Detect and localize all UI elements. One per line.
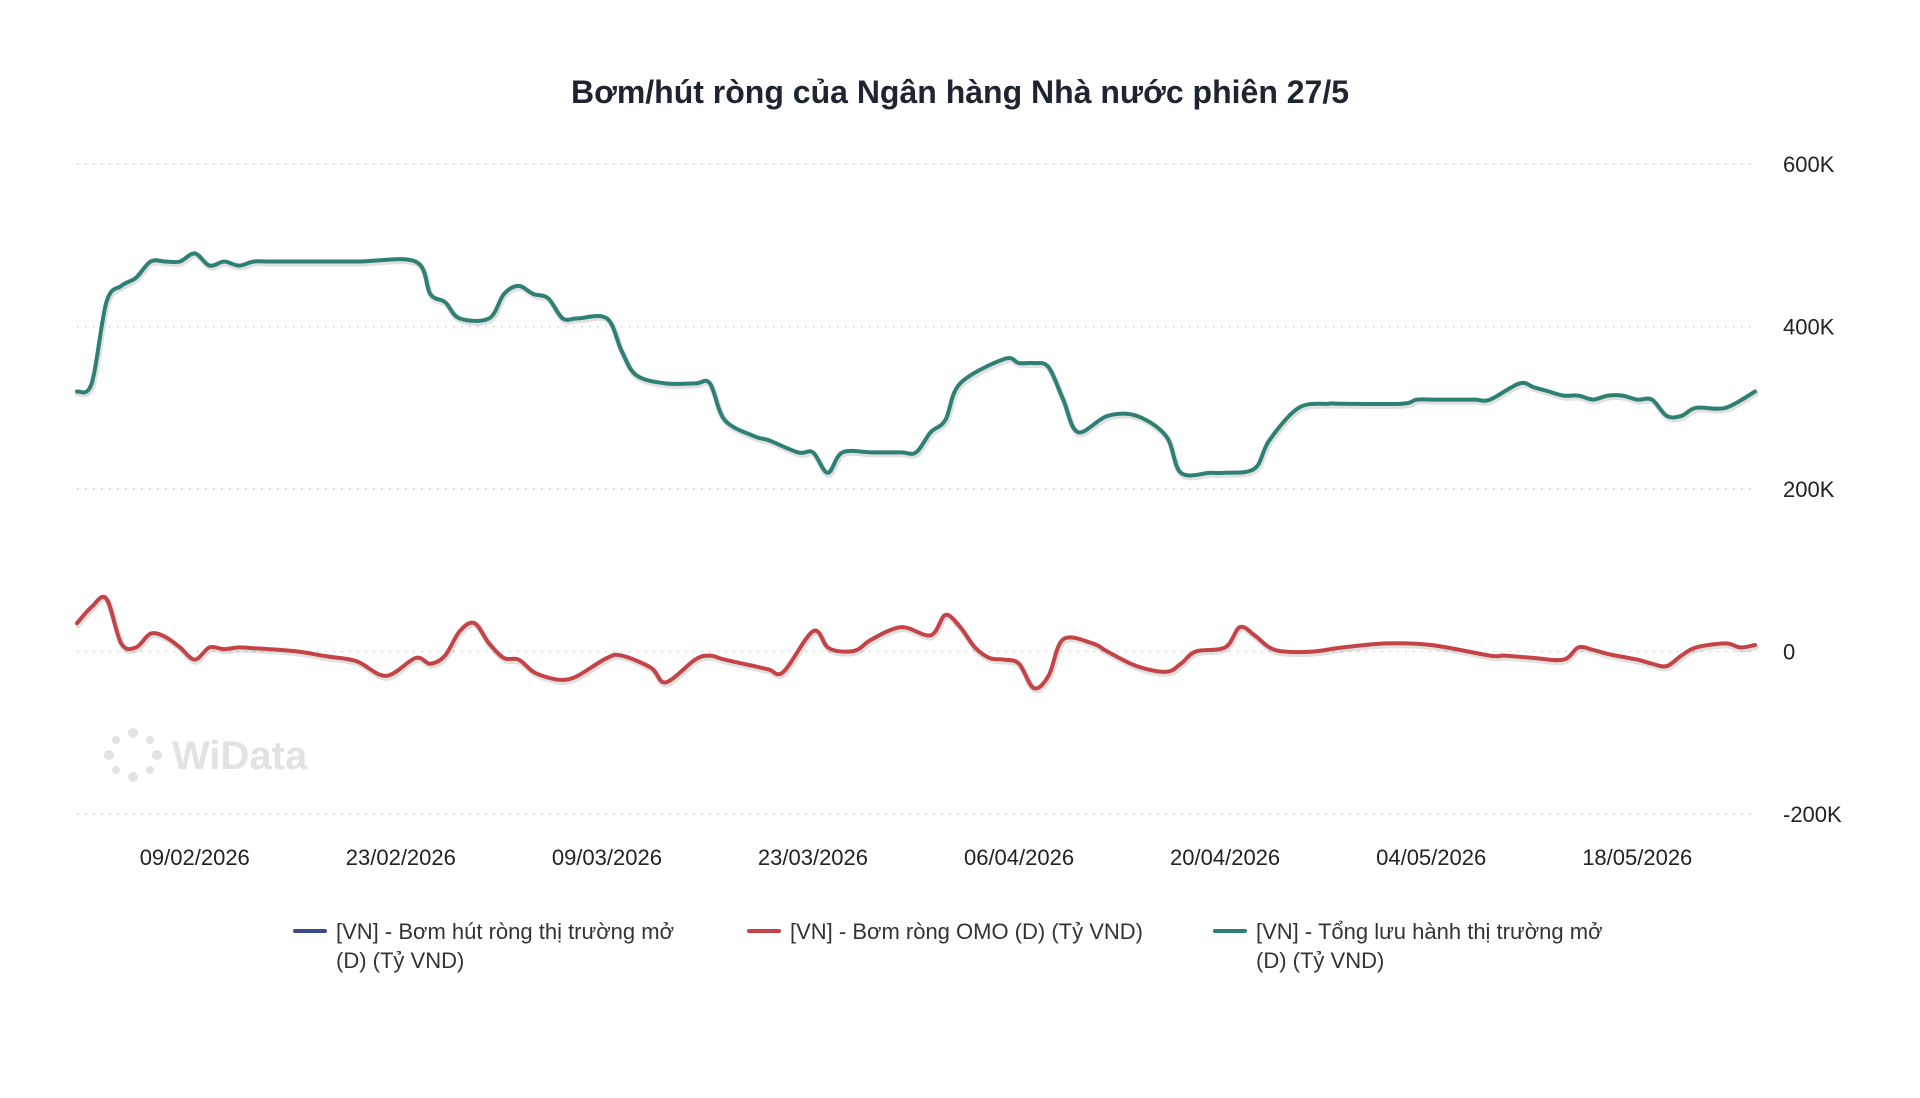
x-axis-labels: 09/02/2026 23/02/2026 09/03/2026 23/03/2026…: [140, 845, 1693, 870]
legend-item-2[interactable]: [VN] - Bơm ròng OMO (D) (Tỷ VND): [747, 919, 1143, 944]
legend-label: [VN] - Tổng lưu hành thị trường mở (D) (T…: [1256, 919, 1603, 973]
y-tick-label: 400K: [1783, 315, 1835, 340]
x-tick-label: 09/02/2026: [140, 845, 250, 870]
legend-item-1[interactable]: [VN] - Bơm hút ròng thị trường mở (D) (Tỷ…: [293, 919, 674, 973]
x-tick-label: 09/03/2026: [552, 845, 662, 870]
y-tick-label: 0: [1783, 640, 1795, 665]
series-line-shadow: [75, 252, 1759, 481]
x-tick-label: 20/04/2026: [1170, 845, 1280, 870]
watermark-dots-icon: [104, 728, 162, 782]
watermark-logo: WiData: [104, 728, 308, 782]
x-tick-label: 23/03/2026: [758, 845, 868, 870]
x-tick-label: 18/05/2026: [1582, 845, 1692, 870]
series-line-3[interactable]: [75, 251, 1757, 478]
series-line-shadow: [75, 595, 1759, 694]
y-tick-label: 600K: [1783, 152, 1835, 177]
legend-label: [VN] - Bơm hút ròng thị trường mở (D) (Tỷ…: [336, 919, 674, 973]
watermark-text: WiData: [172, 734, 308, 778]
legend[interactable]: [VN] - Bơm hút ròng thị trường mở (D) (Tỷ…: [293, 919, 1603, 973]
x-tick-label: 04/05/2026: [1376, 845, 1486, 870]
series-line-2[interactable]: [75, 594, 1757, 691]
chart-title: Bơm/hút ròng của Ngân hàng Nhà nước phiê…: [571, 74, 1349, 110]
legend-item-3[interactable]: [VN] - Tổng lưu hành thị trường mở (D) (T…: [1213, 919, 1603, 973]
x-tick-label: 06/04/2026: [964, 845, 1074, 870]
x-tick-label: 23/02/2026: [346, 845, 456, 870]
y-tick-label: 200K: [1783, 477, 1835, 502]
legend-label: [VN] - Bơm ròng OMO (D) (Tỷ VND): [790, 919, 1143, 944]
y-axis-labels: -200K 0 200K 400K 600K: [1783, 152, 1842, 827]
series-lines: [75, 251, 1759, 694]
y-tick-label: -200K: [1783, 802, 1842, 827]
